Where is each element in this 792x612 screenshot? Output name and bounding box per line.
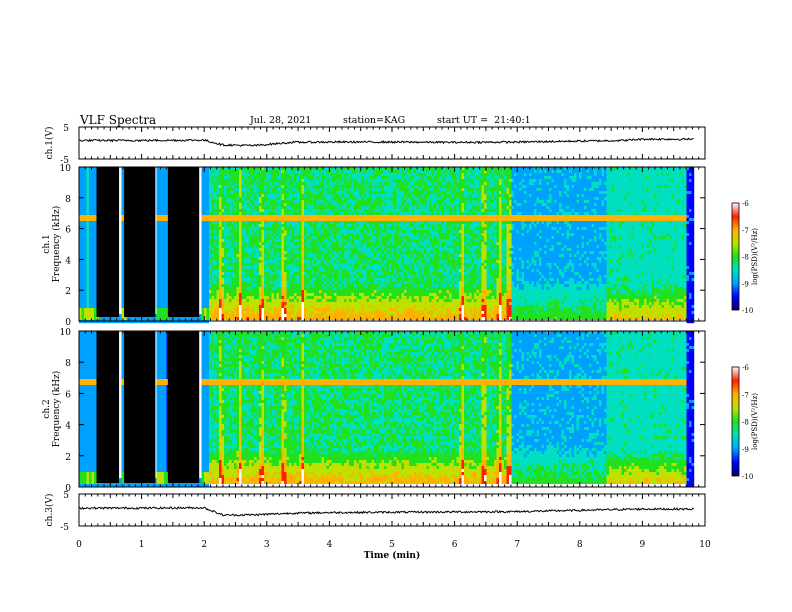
header-start-time: start UT = 21:40:1 bbox=[437, 115, 531, 126]
colorbar-label: log(PSD)(V²/Hz) bbox=[751, 393, 759, 450]
colorbar-tick-label: -10 bbox=[742, 473, 753, 481]
colorbar-tick-label: -7 bbox=[742, 391, 749, 399]
y-tick-label: 5 bbox=[63, 124, 69, 134]
y-tick-label: 10 bbox=[60, 328, 72, 338]
y-tick-label: 2 bbox=[65, 453, 71, 463]
y-axis-label: Frequency (kHz) bbox=[51, 371, 62, 448]
waveform-frame bbox=[78, 493, 706, 527]
x-tick-label: 2 bbox=[201, 540, 207, 550]
masked-interval-0 bbox=[96, 167, 120, 317]
spectrogram-ch2 bbox=[79, 331, 695, 488]
x-tick-label: 1 bbox=[139, 540, 145, 550]
y-tick-label: -5 bbox=[60, 523, 69, 533]
colorbar bbox=[731, 366, 740, 477]
y-tick-label: 4 bbox=[65, 256, 71, 266]
x-tick-label: 10 bbox=[699, 540, 711, 550]
x-tick-label: 7 bbox=[514, 540, 520, 550]
masked-interval-0 bbox=[96, 331, 120, 483]
colorbar-tick-label: -6 bbox=[742, 364, 749, 372]
y-tick-label: 6 bbox=[65, 390, 71, 400]
colorbar-label: log(PSD)(V²/Hz) bbox=[751, 228, 759, 285]
colorbar-tick-label: -10 bbox=[742, 307, 753, 315]
x-tick-label: 6 bbox=[452, 540, 458, 550]
y-tick-label: -5 bbox=[60, 156, 69, 166]
header-title: VLF Spectra bbox=[80, 113, 156, 127]
x-tick-label: 9 bbox=[640, 540, 646, 550]
waveform-trace bbox=[78, 505, 695, 517]
y-axis-label: ch.3(V) bbox=[44, 494, 55, 527]
y-tick-label: 10 bbox=[60, 164, 72, 174]
masked-interval-1 bbox=[124, 331, 156, 483]
y-tick-label: 8 bbox=[65, 195, 71, 205]
colorbar-tick-label: -8 bbox=[742, 419, 749, 427]
header-station: station=KAG bbox=[343, 115, 405, 126]
y-tick-label: 0 bbox=[65, 484, 71, 494]
y-axis-label: ch.1(V) bbox=[44, 127, 55, 160]
x-tick-label: 8 bbox=[577, 540, 583, 550]
colorbar bbox=[731, 202, 740, 311]
y-tick-label: 5 bbox=[63, 491, 69, 501]
header-date: Jul. 28, 2021 bbox=[250, 115, 311, 126]
y-tick-label: 6 bbox=[65, 226, 71, 236]
y-axis-label-channel: ch.2 bbox=[42, 399, 52, 418]
colorbar-tick-label: -9 bbox=[742, 280, 749, 288]
masked-interval-2 bbox=[167, 331, 200, 483]
y-tick-label: 8 bbox=[65, 359, 71, 369]
y-axis-label: Frequency (kHz) bbox=[51, 206, 62, 283]
colorbar-tick-label: -6 bbox=[742, 200, 749, 208]
masked-interval-2 bbox=[167, 167, 200, 317]
colorbar-tick-label: -8 bbox=[742, 254, 749, 262]
colorbar-tick-label: -9 bbox=[742, 446, 749, 454]
masked-interval-1 bbox=[124, 167, 156, 317]
x-axis-label: Time (min) bbox=[364, 550, 421, 561]
x-tick-label: 4 bbox=[327, 540, 333, 550]
x-tick-label: 0 bbox=[76, 540, 82, 550]
y-tick-label: 4 bbox=[65, 422, 71, 432]
y-axis-label-channel: ch.1 bbox=[42, 234, 52, 253]
y-tick-label: 2 bbox=[65, 287, 71, 297]
waveform-trace bbox=[78, 137, 694, 147]
colorbar-tick-label: -7 bbox=[742, 227, 749, 235]
x-tick-label: 5 bbox=[389, 540, 395, 550]
y-tick-label: 0 bbox=[65, 318, 71, 328]
x-tick-label: 3 bbox=[264, 540, 270, 550]
